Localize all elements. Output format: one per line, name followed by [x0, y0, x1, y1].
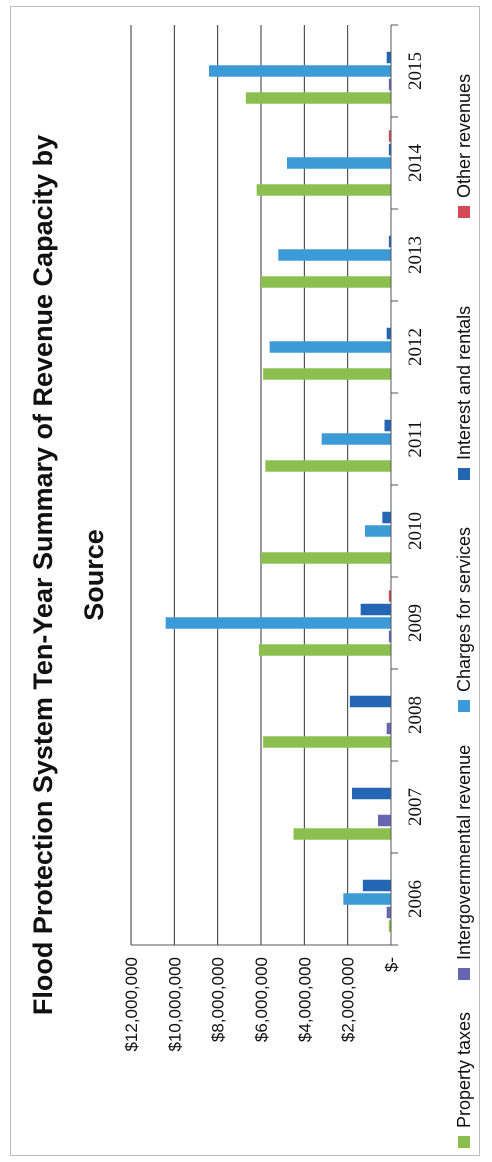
bar	[258, 644, 391, 656]
bar	[261, 552, 391, 564]
bar	[360, 603, 391, 616]
legend-swatch	[458, 468, 470, 480]
bar	[384, 419, 391, 432]
bar	[386, 906, 391, 919]
legend-label: Interest and rentals	[454, 306, 474, 460]
bar	[352, 787, 391, 800]
bar	[386, 51, 391, 64]
category-label: 2012	[405, 328, 426, 366]
legend-swatch	[458, 700, 470, 712]
bar	[362, 879, 391, 892]
bar	[269, 341, 391, 353]
y-tick-label: $6,000,000	[252, 957, 271, 1042]
bar	[349, 695, 391, 708]
bar	[321, 433, 391, 445]
bar	[388, 130, 391, 142]
legend-label: Charges for services	[454, 527, 474, 692]
bar	[293, 828, 391, 840]
category-label: 2009	[405, 604, 426, 642]
bar	[382, 511, 391, 524]
bar	[365, 525, 391, 537]
y-tick-label: $8,000,000	[209, 957, 228, 1042]
category-label: 2008	[405, 696, 426, 734]
category-labels: 2006 2007 2008 2009 2010 2011 2012 2013 2014 2015	[405, 52, 426, 918]
bar	[278, 249, 391, 261]
page-frame	[10, 6, 480, 1156]
bar	[388, 630, 391, 643]
y-tick-labels: $- $2,000,000 $4,000,000 $6,000,000 $8,000,0…	[122, 957, 401, 1052]
legend: Property taxes Intergovernmental revenue C…	[454, 74, 474, 1148]
y-tick-label: $-	[382, 957, 401, 972]
bar	[378, 814, 391, 827]
y-tick-label: $10,000,000	[165, 957, 184, 1052]
bar	[263, 368, 391, 380]
category-label: 2007	[405, 788, 426, 826]
category-label: 2014	[405, 144, 426, 183]
bar	[209, 65, 391, 77]
bar	[261, 276, 391, 288]
bar	[165, 617, 391, 629]
category-label: 2015	[405, 52, 426, 90]
bar	[256, 184, 391, 196]
bar	[343, 893, 391, 905]
category-label: 2011	[405, 420, 426, 457]
legend-label: Property taxes	[454, 1012, 474, 1128]
bars	[165, 51, 391, 932]
bar	[388, 920, 391, 932]
category-label: 2006	[405, 880, 426, 918]
bar	[388, 143, 391, 156]
gridlines	[130, 25, 349, 945]
y-tick-label: $12,000,000	[122, 957, 141, 1052]
bar	[388, 235, 391, 248]
y-tick-label: $2,000,000	[339, 957, 358, 1042]
chart-title: Flood Protection System Ten-Year Summary…	[28, 135, 109, 1015]
bar	[245, 92, 391, 104]
bar	[263, 736, 391, 748]
bar	[388, 590, 391, 602]
chart-title-line: Flood Protection System Ten-Year Summary…	[28, 135, 58, 1015]
category-label: 2013	[405, 236, 426, 274]
bar	[386, 722, 391, 735]
bar	[287, 157, 391, 169]
legend-swatch	[458, 968, 470, 980]
category-label: 2010	[405, 512, 426, 550]
legend-swatch	[458, 206, 470, 218]
legend-label: Other revenues	[454, 74, 474, 198]
bar	[265, 460, 391, 472]
legend-swatch	[458, 1136, 470, 1148]
legend-label: Intergovernmental revenue	[454, 745, 474, 960]
axes	[131, 24, 398, 946]
chart-title-line: Source	[79, 529, 109, 621]
y-tick-label: $4,000,000	[295, 957, 314, 1042]
bar	[386, 327, 391, 340]
bar	[388, 78, 391, 91]
